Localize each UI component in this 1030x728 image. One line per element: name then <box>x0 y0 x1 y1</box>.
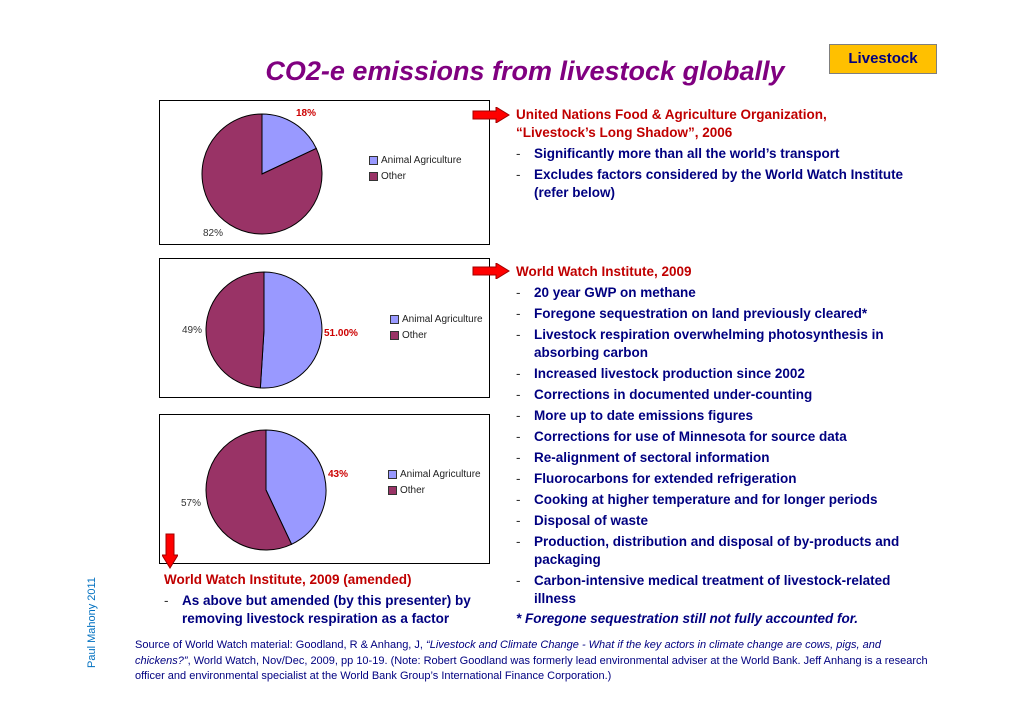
livestock-tag: Livestock <box>829 44 937 74</box>
legend-item-animal-agriculture: Animal Agriculture <box>388 467 481 483</box>
pie-label-agri: 51.00% <box>324 328 358 339</box>
fao-item-text: Excludes factors considered by the World… <box>534 167 904 200</box>
fao-item-text: Significantly more than all the world’s … <box>534 146 840 161</box>
wwi-item: - Re-alignment of sectoral information <box>516 450 770 465</box>
wwi-item: - Carbon-intensive medical treatment of l… <box>516 573 891 606</box>
pie-slice-other <box>201 113 323 235</box>
pie-label-other: 49% <box>182 325 203 336</box>
fao-heading-line1: United Nations Food & Agriculture Organi… <box>516 107 827 122</box>
source-prefix: Source of World Watch material: Goodland… <box>135 639 427 651</box>
wwi-item-text: 20 year GWP on methane <box>534 285 696 300</box>
wwi-item-text: Foregone sequestration on land previousl… <box>534 306 868 321</box>
source-citation: Source of World Watch material: Goodland… <box>135 638 935 685</box>
wwi-item-text: Livestock respiration overwhelming photo… <box>534 327 884 360</box>
wwi-footnote: * Foregone sequestration still not fully… <box>516 611 859 626</box>
legend-swatch-animal-agriculture <box>388 469 397 479</box>
pie-slice-animal-agriculture <box>265 429 327 545</box>
amended-item: - As above but amended (by this presenter… <box>164 593 471 626</box>
pie-slice-other <box>205 271 265 389</box>
wwi-item: - Livestock respiration overwhelming phot… <box>516 327 884 360</box>
chart-legend: Animal Agriculture Other <box>369 153 462 185</box>
fao-heading-line2: “Livestock’s Long Shadow”, 2006 <box>516 125 733 140</box>
pie-chart-fao <box>201 113 323 235</box>
legend-label: Other <box>402 330 428 341</box>
wwi-item-text: Disposal of waste <box>534 513 649 528</box>
legend-item-animal-agriculture: Animal Agriculture <box>390 312 483 328</box>
arrow-right-icon <box>472 107 510 123</box>
wwi-heading: World Watch Institute, 2009 <box>516 264 692 279</box>
legend-swatch-other <box>390 330 399 340</box>
wwi-item-text: Corrections for use of Minnesota for sou… <box>534 429 847 444</box>
legend-swatch-animal-agriculture <box>369 155 378 165</box>
legend-label: Animal Agriculture <box>402 314 483 325</box>
wwi-item: - Corrections in documented under-countin… <box>516 387 813 402</box>
legend-label: Other <box>400 485 426 496</box>
legend-swatch-animal-agriculture <box>390 314 399 324</box>
legend-label: Other <box>381 171 407 182</box>
legend-label: Animal Agriculture <box>400 469 481 480</box>
chart-box-fao: 18% 82% Animal Agriculture Other <box>159 100 490 245</box>
amended-section: World Watch Institute, 2009 (amended) -A… <box>164 571 504 628</box>
wwi-item: - Foregone sequestration on land previous… <box>516 306 868 321</box>
legend-item-other: Other <box>390 328 483 344</box>
pie-slice-animal-agriculture <box>261 113 317 175</box>
pie-label-agri: 43% <box>328 469 349 480</box>
chart-legend: Animal Agriculture Other <box>388 467 481 499</box>
pie-label-agri: 18% <box>296 108 317 119</box>
legend-item-other: Other <box>388 483 481 499</box>
arrow-right-icon <box>472 263 510 279</box>
pie-label-other: 57% <box>181 498 202 509</box>
wwi-item-text: Cooking at higher temperature and for lo… <box>534 492 878 507</box>
wwi-item: - More up to date emissions figures <box>516 408 754 423</box>
source-suffix: , World Watch, Nov/Dec, 2009, pp 10-19. … <box>135 654 928 683</box>
pie-chart-amended <box>205 429 327 551</box>
wwi-item-text: Carbon-intensive medical treatment of li… <box>534 573 891 606</box>
wwi-item: -20 year GWP on methane <box>516 285 696 300</box>
wwi-item-text: Production, distribution and disposal of… <box>534 534 900 567</box>
wwi-item-text: Fluorocarbons for extended refrigeration <box>534 471 797 486</box>
pie-slice-animal-agriculture <box>259 271 323 389</box>
pie-chart-wwi <box>205 271 323 389</box>
fao-item: - Significantly more than all the world’s… <box>516 146 840 161</box>
wwi-item: - Corrections for use of Minnesota for so… <box>516 429 847 444</box>
wwi-item: - Disposal of waste <box>516 513 649 528</box>
author-credit: Paul Mahony 2011 <box>86 577 98 668</box>
legend-item-other: Other <box>369 169 462 185</box>
legend-swatch-other <box>388 485 397 495</box>
wwi-item-text: Re-alignment of sectoral information <box>534 450 770 465</box>
amended-item-text: As above but amended (by this presenter)… <box>182 593 471 626</box>
source-title: “Livestock and Climate Change - What if … <box>135 639 881 667</box>
wwi-item-text: More up to date emissions figures <box>534 408 754 423</box>
wwi-item: - Production, distribution and disposal o… <box>516 534 900 567</box>
fao-item: - Excludes factors considered by the Worl… <box>516 167 904 200</box>
chart-box-wwi: 51.00% 49% Animal Agriculture Other <box>159 258 490 398</box>
wwi-item-text: Corrections in documented under-counting <box>534 387 813 402</box>
pie-slice-other <box>205 429 293 551</box>
legend-swatch-other <box>369 171 378 181</box>
chart-box-amended: 43% 57% Animal Agriculture Other <box>159 414 490 564</box>
amended-heading: World Watch Institute, 2009 (amended) <box>164 572 412 587</box>
wwi-item-text: Increased livestock production since 200… <box>534 366 805 381</box>
pie-label-other: 82% <box>203 228 224 239</box>
page-title: CO2-e emissions from livestock globally <box>265 56 785 86</box>
legend-item-animal-agriculture: Animal Agriculture <box>369 153 462 169</box>
wwi-item: - Cooking at higher temperature and for l… <box>516 492 878 507</box>
wwi-item: - Fluorocarbons for extended refrigeratio… <box>516 471 797 486</box>
legend-label: Animal Agriculture <box>381 155 462 166</box>
arrow-down-icon <box>162 533 178 569</box>
wwi-item: - Increased livestock production since 20… <box>516 366 805 381</box>
chart-legend: Animal Agriculture Other <box>390 312 483 344</box>
wwi-section: World Watch Institute, 2009 -20 year GWP… <box>516 263 936 626</box>
fao-section: United Nations Food & Agriculture Organi… <box>516 106 916 202</box>
